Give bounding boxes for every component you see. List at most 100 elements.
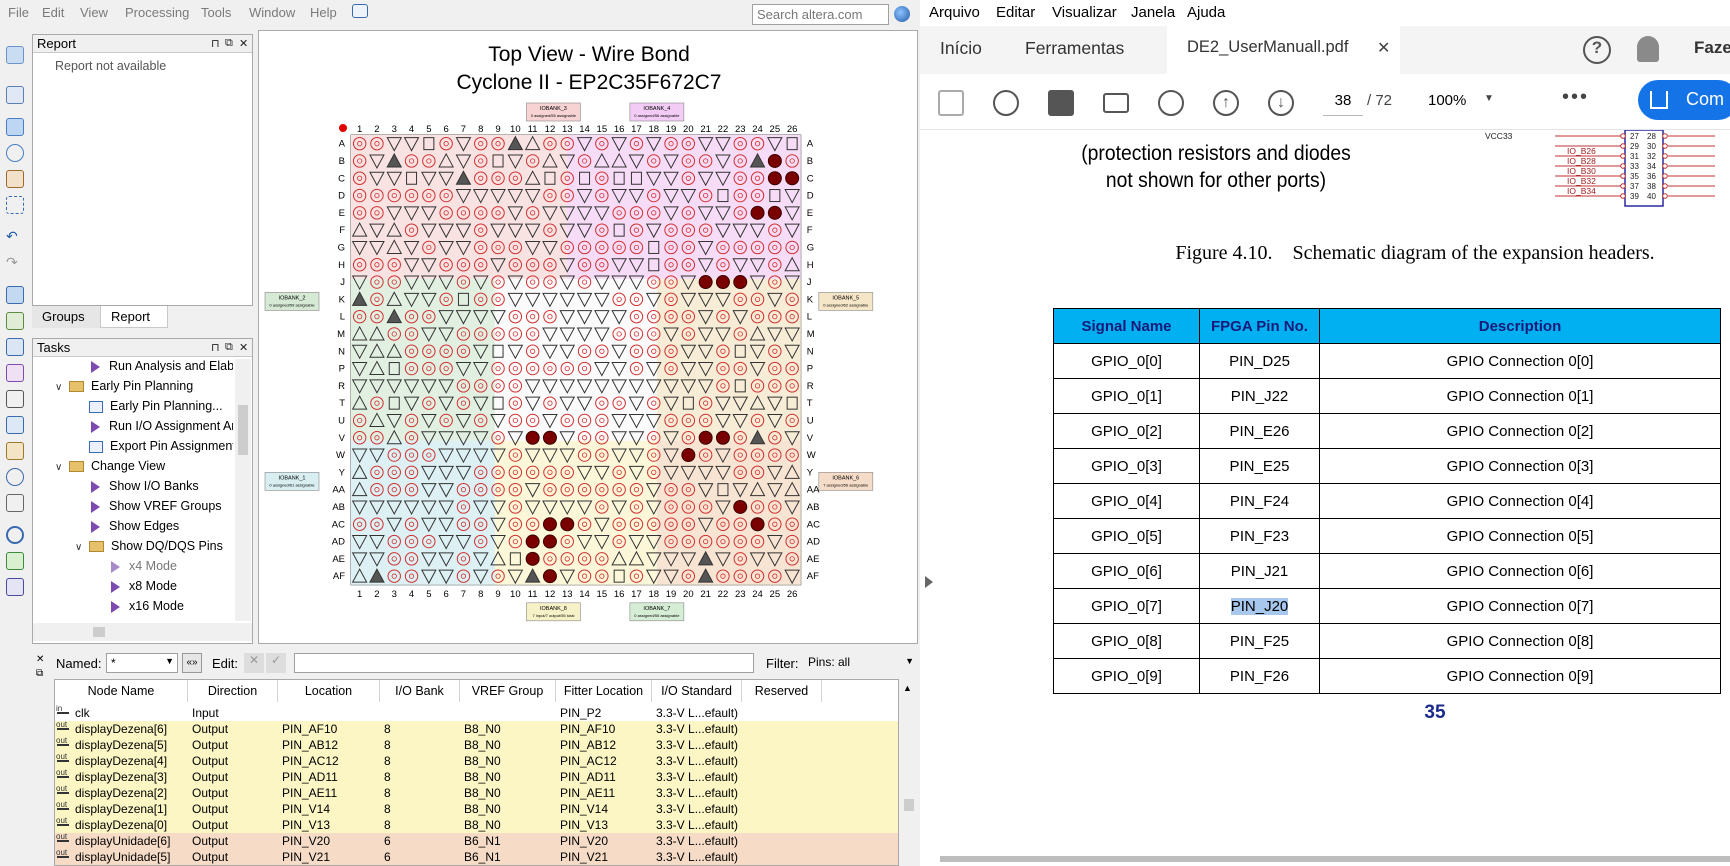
power-pin[interactable] <box>421 379 437 394</box>
user-io-pin[interactable] <box>647 431 661 445</box>
refresh-icon[interactable] <box>6 526 24 544</box>
user-io-pin[interactable] <box>456 517 471 531</box>
user-io-pin[interactable] <box>422 534 436 549</box>
user-io-pin[interactable] <box>577 240 592 255</box>
task-item[interactable]: ∨ Early Pin Planning <box>55 379 193 399</box>
fazer-label[interactable]: Faze <box>1694 38 1730 57</box>
power-pin[interactable] <box>611 500 627 516</box>
task-item[interactable]: x8 Mode <box>111 579 177 599</box>
user-io-pin[interactable] <box>664 500 678 514</box>
ground-pin[interactable] <box>351 222 368 237</box>
filter-combo[interactable]: Pins: all ▼ <box>804 653 916 673</box>
power-pin[interactable] <box>576 189 593 204</box>
user-io-pin[interactable] <box>785 292 799 307</box>
user-io-pin[interactable] <box>525 413 540 428</box>
mail-icon[interactable] <box>1103 93 1129 113</box>
clock-pin[interactable] <box>648 240 660 254</box>
print-icon[interactable] <box>1048 90 1074 116</box>
user-io-pin[interactable] <box>352 206 367 220</box>
clock-pin[interactable] <box>509 552 521 566</box>
table-row[interactable]: out displayDezena[4] Output PIN_AC12 8 B8_N0 P… <box>55 753 898 769</box>
task-tree-hscrollbar[interactable] <box>33 623 252 641</box>
user-io-pin[interactable] <box>508 413 523 428</box>
tab-ferramentas[interactable]: Ferramentas <box>1025 38 1125 58</box>
user-io-pin[interactable] <box>474 240 488 255</box>
user-io-pin[interactable] <box>664 223 678 237</box>
power-pin[interactable] <box>524 396 541 412</box>
user-io-pin[interactable] <box>456 379 471 393</box>
power-pin[interactable] <box>455 223 472 239</box>
power-pin[interactable] <box>472 396 489 412</box>
assigned-pin[interactable] <box>767 171 782 186</box>
power-pin[interactable] <box>559 292 576 308</box>
user-io-pin[interactable] <box>508 240 523 255</box>
user-io-pin[interactable] <box>491 465 505 480</box>
assigned-pin[interactable] <box>715 275 730 290</box>
user-io-pin[interactable] <box>681 258 696 272</box>
user-io-pin[interactable] <box>750 500 765 514</box>
power-pin[interactable] <box>455 362 472 377</box>
gpio-pin-number[interactable]: PIN_D25 <box>1229 352 1290 370</box>
menu-tools[interactable]: Tools <box>201 5 232 20</box>
menu-view[interactable]: View <box>80 5 108 20</box>
ground-pin[interactable] <box>351 481 368 497</box>
vccio-pin[interactable] <box>351 291 368 306</box>
power-pin[interactable] <box>715 500 731 516</box>
gpio-signal-name[interactable]: GPIO_0[3] <box>1091 457 1162 475</box>
power-pin[interactable] <box>663 171 679 187</box>
user-io-pin[interactable] <box>543 552 557 566</box>
power-pin[interactable] <box>438 275 454 291</box>
table-row[interactable]: in clk Input PIN_P2 3.3-V L...efault) <box>55 705 898 721</box>
user-io-pin[interactable] <box>612 534 626 549</box>
gpio-pin-number[interactable]: PIN_F23 <box>1229 527 1290 545</box>
power-pin[interactable] <box>421 569 437 585</box>
user-io-pin[interactable] <box>612 482 626 497</box>
user-io-pin[interactable] <box>698 188 713 203</box>
power-pin[interactable] <box>369 223 385 239</box>
clock-pin[interactable] <box>388 362 400 376</box>
power-pin[interactable] <box>576 396 593 412</box>
user-io-pin[interactable] <box>352 258 367 272</box>
user-io-pin[interactable] <box>577 569 592 583</box>
user-io-pin[interactable] <box>508 396 523 410</box>
user-io-pin[interactable] <box>750 309 765 324</box>
user-io-pin[interactable] <box>352 413 367 428</box>
user-io-pin[interactable] <box>681 136 696 151</box>
power-pin[interactable] <box>628 275 645 291</box>
power-pin[interactable] <box>784 206 800 221</box>
user-io-pin[interactable] <box>750 465 765 480</box>
power-pin[interactable] <box>663 396 679 412</box>
user-io-pin[interactable] <box>508 448 523 462</box>
task-item[interactable]: Run Analysis and Elaboration <box>91 359 233 379</box>
power-pin[interactable] <box>559 327 576 343</box>
user-io-pin[interactable] <box>750 240 765 255</box>
user-io-pin[interactable] <box>404 517 419 531</box>
power-pin[interactable] <box>369 240 385 256</box>
power-pin[interactable] <box>784 223 800 239</box>
power-pin[interactable] <box>386 500 403 516</box>
user-io-pin[interactable] <box>560 171 574 185</box>
power-pin[interactable] <box>542 206 558 221</box>
assigned-pin[interactable] <box>750 205 765 220</box>
menu-processing[interactable]: Processing <box>125 5 190 20</box>
assigned-pin[interactable] <box>698 275 713 290</box>
power-pin[interactable] <box>576 292 593 308</box>
user-io-pin[interactable] <box>491 275 505 289</box>
user-io-pin[interactable] <box>474 136 488 151</box>
power-pin[interactable] <box>403 206 420 221</box>
share-button[interactable]: Com <box>1638 80 1730 120</box>
power-pin[interactable] <box>559 431 576 446</box>
power-pin[interactable] <box>351 535 368 550</box>
io-bank-label-box[interactable] <box>818 292 874 311</box>
power-pin[interactable] <box>715 396 731 412</box>
user-io-pin[interactable] <box>474 534 488 549</box>
user-io-pin[interactable] <box>629 482 644 497</box>
pin-planner-icon[interactable] <box>6 86 24 104</box>
user-io-pin[interactable] <box>664 361 678 376</box>
ground-pin[interactable] <box>611 152 627 168</box>
user-io-pin[interactable] <box>474 206 488 220</box>
power-pin[interactable] <box>663 465 679 481</box>
power-pin[interactable] <box>524 223 541 239</box>
user-io-pin[interactable] <box>647 327 661 341</box>
power-pin[interactable] <box>680 344 697 360</box>
